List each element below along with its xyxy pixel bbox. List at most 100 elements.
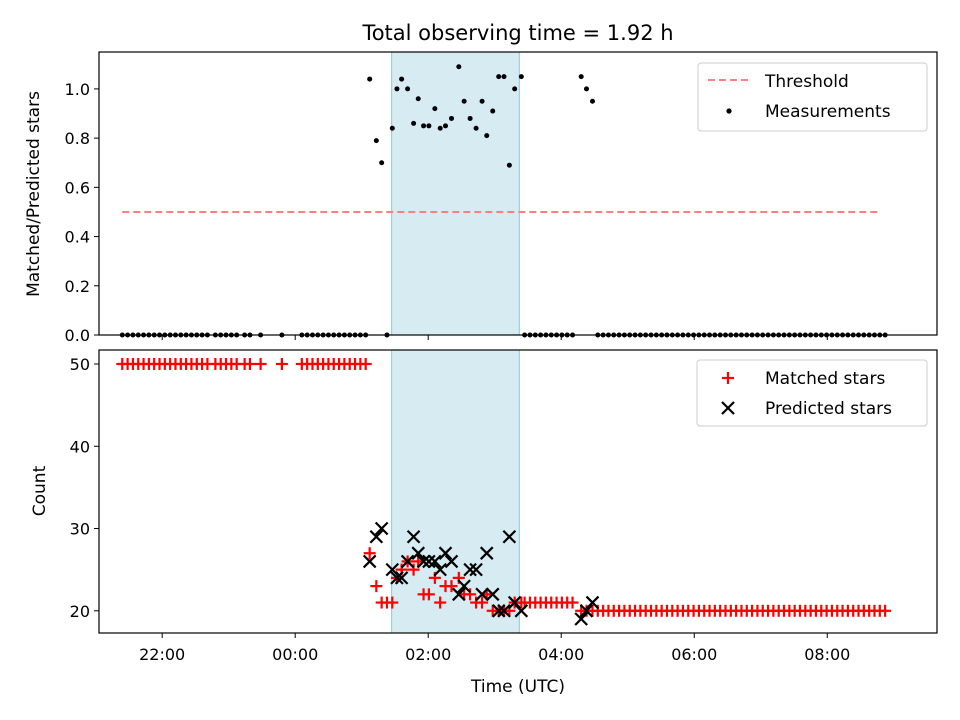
legend-threshold-label: Threshold: [764, 72, 849, 92]
predicted-star-marker: [374, 521, 389, 536]
predicted-star-marker-b: [579, 604, 594, 618]
matched-star-marker: [434, 596, 447, 609]
predicted-star-marker: [438, 546, 453, 560]
predicted-star-marker: [463, 562, 477, 577]
predicted-star-marker-b: [497, 604, 511, 618]
predicted-star-marker-b: [585, 595, 600, 610]
predicted-star-marker: [579, 604, 594, 618]
predicted-star-marker-b: [452, 587, 466, 602]
measurement-point: [426, 123, 432, 129]
predicted-star-marker-b: [411, 546, 426, 560]
predicted-star-marker-b: [502, 529, 517, 544]
predicted-star-marker: [369, 529, 384, 544]
measurement-point: [415, 96, 421, 102]
bottom-legend: Matched stars Predicted stars: [696, 359, 928, 427]
measurement-point: [405, 86, 411, 92]
predicted-star-marker: [574, 612, 588, 626]
legend-matched-swatch: [722, 372, 734, 384]
predicted-star-marker: [485, 587, 500, 602]
predicted-star-marker-b: [444, 554, 459, 569]
bottom-y-ticks: 20 30 40 50: [70, 355, 99, 621]
y-tick-label: 1.0: [65, 80, 90, 99]
measurement-point: [448, 115, 454, 121]
matched-star-marker: [275, 357, 288, 370]
predicted-star-marker-b: [374, 521, 389, 536]
x-tick-label: 06:00: [671, 645, 717, 664]
predicted-star-marker-b: [369, 529, 384, 544]
predicted-star-marker-b: [485, 587, 500, 602]
matched-star-marker: [445, 580, 458, 593]
measurement-point: [461, 98, 467, 104]
predicted-star-marker: [394, 571, 409, 585]
matched-star-marker: [407, 563, 420, 576]
measurement-point: [578, 74, 584, 80]
measurement-point: [589, 98, 595, 104]
x-tick-label: 02:00: [405, 645, 451, 664]
predicted-star-marker-b: [416, 554, 431, 569]
measurement-point: [373, 138, 379, 144]
predicted-star-marker-b: [406, 529, 421, 544]
bottom-plot-frame: [98, 349, 938, 634]
predicted-star-marker-b: [433, 562, 447, 577]
predicted-star-marker-b: [491, 604, 506, 618]
predicted-star-marker: [444, 554, 459, 569]
measurement-point: [421, 123, 427, 129]
y-tick-label: 20: [70, 602, 90, 621]
predicted-star-marker: [457, 579, 471, 593]
predicted-star-marker-b: [514, 604, 529, 618]
measurement-point: [496, 74, 502, 80]
y-tick-label: 40: [70, 437, 90, 456]
legend-predicted-swatch: [721, 401, 735, 415]
legend-matched-label: Matched stars: [765, 369, 885, 389]
predicted-star-marker: [475, 587, 489, 602]
bottom-legend-box: [696, 359, 928, 427]
y-tick-label: 50: [70, 355, 90, 374]
top-y-axis-label: Matched/Predicted stars: [24, 91, 44, 297]
measurement-point: [501, 74, 507, 80]
predicted-star-marker: [406, 529, 421, 544]
bottom-x-ticks: 22:00 00:00 02:00 04:00 06:00 08:00: [139, 633, 850, 664]
measurement-point: [518, 74, 524, 80]
measurement-point: [443, 123, 449, 129]
predicted-star-marker: [433, 562, 447, 577]
observing-window-span: [391, 51, 520, 336]
matched-star-marker: [363, 547, 376, 560]
predicted-star-marker: [428, 554, 442, 569]
measurement-point: [506, 162, 512, 168]
predicted-star-marker-b: [475, 587, 489, 602]
measurement-point: [584, 86, 590, 92]
legend-measurements-label: Measurements: [765, 102, 891, 122]
top-plot-frame: [98, 51, 938, 336]
x-tick-label: 00:00: [272, 645, 318, 664]
matched-star-marker: [566, 596, 579, 609]
predicted-star-marker: [507, 595, 522, 610]
predicted-star-marker-b: [422, 554, 436, 569]
top-legend-box: [697, 62, 928, 132]
matched-star-marker: [879, 604, 892, 617]
matched-star-marker: [254, 357, 267, 370]
predicted-star-marker-b: [362, 554, 377, 569]
predicted-star-marker-b: [438, 546, 453, 560]
measurement-point: [484, 133, 490, 139]
predicted-star-marker: [422, 554, 436, 569]
measurement-point: [467, 115, 473, 121]
measurement-point: [394, 86, 400, 92]
predicted-star-marker: [479, 546, 494, 560]
predicted-star-marker: [362, 554, 377, 569]
chart-title: Total observing time = 1.92 h: [361, 21, 673, 45]
predicted-star-marker: [452, 587, 466, 602]
matched-star-marker: [476, 596, 489, 609]
matched-star-marker: [386, 596, 399, 609]
y-tick-label: 0.4: [65, 228, 90, 247]
measurement-point: [512, 86, 518, 92]
x-axis-label: Time (UTC): [470, 677, 565, 697]
top-x-ticks: [161, 335, 828, 340]
predicted-star-marker-b: [428, 554, 442, 569]
predicted-star-marker-b: [400, 554, 415, 569]
measurement-point: [437, 125, 443, 131]
measurement-point: [456, 64, 462, 70]
predicted-star-marker-b: [385, 562, 400, 577]
y-tick-label: 0.2: [65, 277, 90, 296]
